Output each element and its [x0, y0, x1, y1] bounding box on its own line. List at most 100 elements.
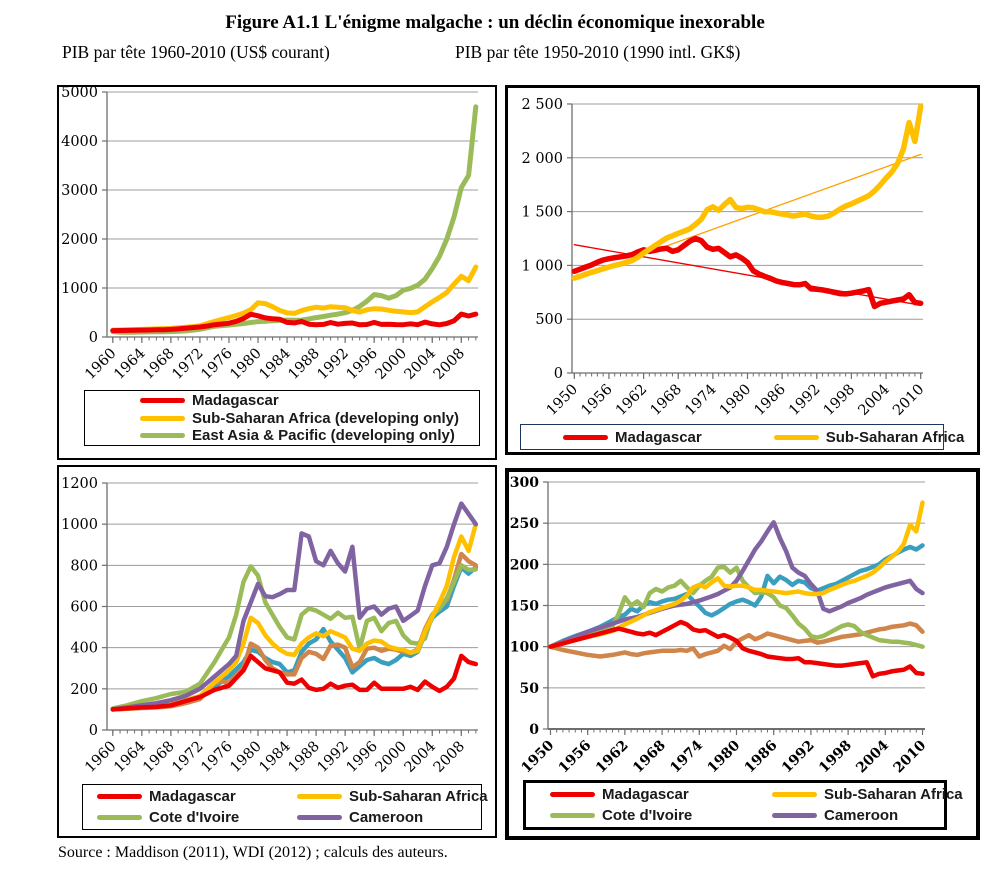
x-tick-label: 1972: [169, 739, 206, 776]
y-tick-label: 500: [535, 312, 563, 328]
legend-label: Madagascar: [149, 788, 236, 806]
panel-bottom-left-countries-chart: 0 200 400 600 800 1000 1200 1960 1964 1968 1972 197…: [57, 465, 497, 838]
x-tick-label: 1974: [682, 382, 719, 419]
y-tick-label: 250: [510, 516, 539, 532]
x-tick-label: 1984: [256, 739, 293, 776]
subtitle-left-chart: PIB par tête 1960-2010 (US$ courant): [62, 42, 330, 62]
x-tick-label: 1956: [556, 738, 595, 777]
legend-label: Sub-Saharan Africa: [824, 786, 963, 804]
y-tick-label: 1 000: [521, 258, 563, 274]
x-tick-label: 1992: [315, 346, 352, 383]
y-tick-label: 300: [510, 475, 539, 491]
y-tick-label: 400: [70, 641, 98, 657]
x-tick-label: 1960: [82, 346, 119, 383]
y-tick-label: 5000: [61, 85, 98, 101]
series-line-sub-saharan-africa: [548, 500, 925, 649]
y-tick-label: 2 000: [521, 151, 563, 167]
legend-label: Cameroon: [349, 808, 424, 826]
y-tick-label: 0: [529, 722, 539, 738]
x-tick-label: 2004: [402, 739, 439, 776]
panel-bottom-right-index-chart: 0 50 100 150 200 250 300 1950 1956 1962 1968 1974 19…: [505, 468, 980, 840]
x-tick-label: 1976: [198, 739, 235, 776]
series-line-cameroon: [110, 501, 479, 712]
y-tick-label: 1200: [61, 476, 98, 492]
panel-top-left-usd-chart: 0 1000 2000 3000 4000 5000 1960 1964 1968 1972 197…: [57, 85, 497, 460]
legend-swatch-sub-saharan-africa: [297, 794, 342, 800]
y-tick-label: 3000: [61, 183, 98, 199]
series-line-unlabeled: [548, 621, 925, 659]
legend-swatch-cameroon: [772, 812, 817, 818]
legend-swatch-madagascar: [140, 397, 185, 403]
x-tick-label: 2010: [890, 382, 927, 419]
figure-title: Figure A1.1 L'énigme malgache : un décli…: [225, 12, 765, 33]
legend-item: Cote d'Ivoire: [97, 809, 297, 826]
x-tick-label: 2010: [890, 737, 929, 776]
y-tick-label: 1 500: [521, 205, 563, 221]
y-tick-label: 2 500: [521, 97, 563, 113]
x-tick-label: 1992: [786, 382, 823, 419]
x-tick-label: 1968: [648, 382, 685, 419]
y-tick-label: 200: [510, 557, 539, 573]
y-tick-label: 0: [89, 330, 98, 346]
x-tick-label: 1992: [315, 739, 352, 776]
x-tick-label: 2008: [431, 346, 468, 383]
legend-item: Cameroon: [297, 809, 488, 826]
x-tick-label: 1980: [227, 739, 264, 776]
x-tick-label: 1972: [169, 346, 206, 383]
x-tick-label: 1992: [779, 738, 818, 777]
subtitle-right-chart: PIB par tête 1950-2010 (1990 intl. GK$): [455, 42, 741, 62]
y-tick-label: 800: [70, 558, 98, 574]
legend-top-right: Madagascar Sub-Saharan Africa: [520, 424, 964, 450]
x-tick-label: 2008: [431, 739, 468, 776]
legend-swatch-cameroon: [297, 814, 342, 820]
legend-bottom-right: Madagascar Sub-Saharan Africa Cote d'Ivoir…: [523, 780, 963, 830]
x-tick-label: 1986: [752, 382, 789, 419]
legend-swatch-east-asia-pacific-developing-only-: [140, 433, 185, 439]
x-tick-label: 2004: [402, 346, 439, 383]
chart-usd-levels-canvas: 0 1000 2000 3000 4000 5000 1960196419681972197…: [61, 85, 479, 383]
chart-index-canvas: 0501001502002503001950195619621968197419…: [510, 475, 930, 777]
series-line-sub-saharan-africa: [110, 521, 479, 712]
y-tick-label: 50: [520, 681, 540, 697]
x-tick-label: 1962: [593, 738, 632, 777]
x-tick-label: 1968: [140, 346, 177, 383]
legend-swatch-madagascar: [563, 434, 608, 440]
x-tick-label: 1986: [742, 738, 781, 777]
legend-swatch-madagascar: [550, 792, 595, 798]
series-line-cote-d-ivoire: [110, 563, 479, 711]
x-tick-label: 2004: [853, 737, 892, 776]
x-tick-label: 2004: [855, 382, 892, 419]
x-tick-label: 1968: [630, 738, 669, 777]
legend-item: Madagascar: [563, 429, 702, 446]
y-tick-label: 100: [510, 640, 539, 656]
x-tick-label: 1988: [286, 346, 323, 383]
x-tick-label: 1960: [82, 739, 119, 776]
y-tick-label: 600: [70, 600, 98, 616]
x-tick-label: 1998: [816, 738, 855, 777]
legend-item: Madagascar: [550, 786, 772, 803]
y-tick-label: 1000: [61, 517, 98, 533]
x-tick-label: 1968: [140, 739, 177, 776]
y-tick-label: 200: [70, 682, 98, 698]
series-line-madagascar: [110, 653, 479, 712]
x-tick-label: 1988: [286, 739, 323, 776]
y-tick-label: 1000: [61, 281, 98, 297]
legend-top-left: Madagascar Sub-Saharan Africa (developing…: [84, 390, 480, 446]
source-note: Source : Maddison (2011), WDI (2012) ; c…: [58, 844, 448, 861]
legend-swatch-sub-saharan-africa: [772, 792, 817, 798]
legend-item: Madagascar: [140, 392, 479, 409]
x-tick-label: 1980: [704, 737, 743, 776]
x-tick-label: 1980: [717, 382, 754, 419]
x-tick-label: 1974: [667, 737, 706, 776]
legend-swatch-cote-d-ivoire: [550, 812, 595, 818]
legend-label: Sub-Saharan Africa: [349, 788, 488, 806]
y-tick-label: 150: [510, 599, 539, 615]
legend-label: Cameroon: [824, 806, 899, 824]
x-tick-label: 1980: [227, 346, 264, 383]
legend-item: Madagascar: [97, 788, 297, 805]
legend-item: Sub-Saharan Africa: [773, 429, 964, 446]
y-tick-label: 0: [89, 723, 98, 739]
legend-swatch-sub-saharan-africa-developing-only-: [140, 415, 185, 421]
legend-item: Sub-Saharan Africa (developing only): [140, 410, 479, 427]
